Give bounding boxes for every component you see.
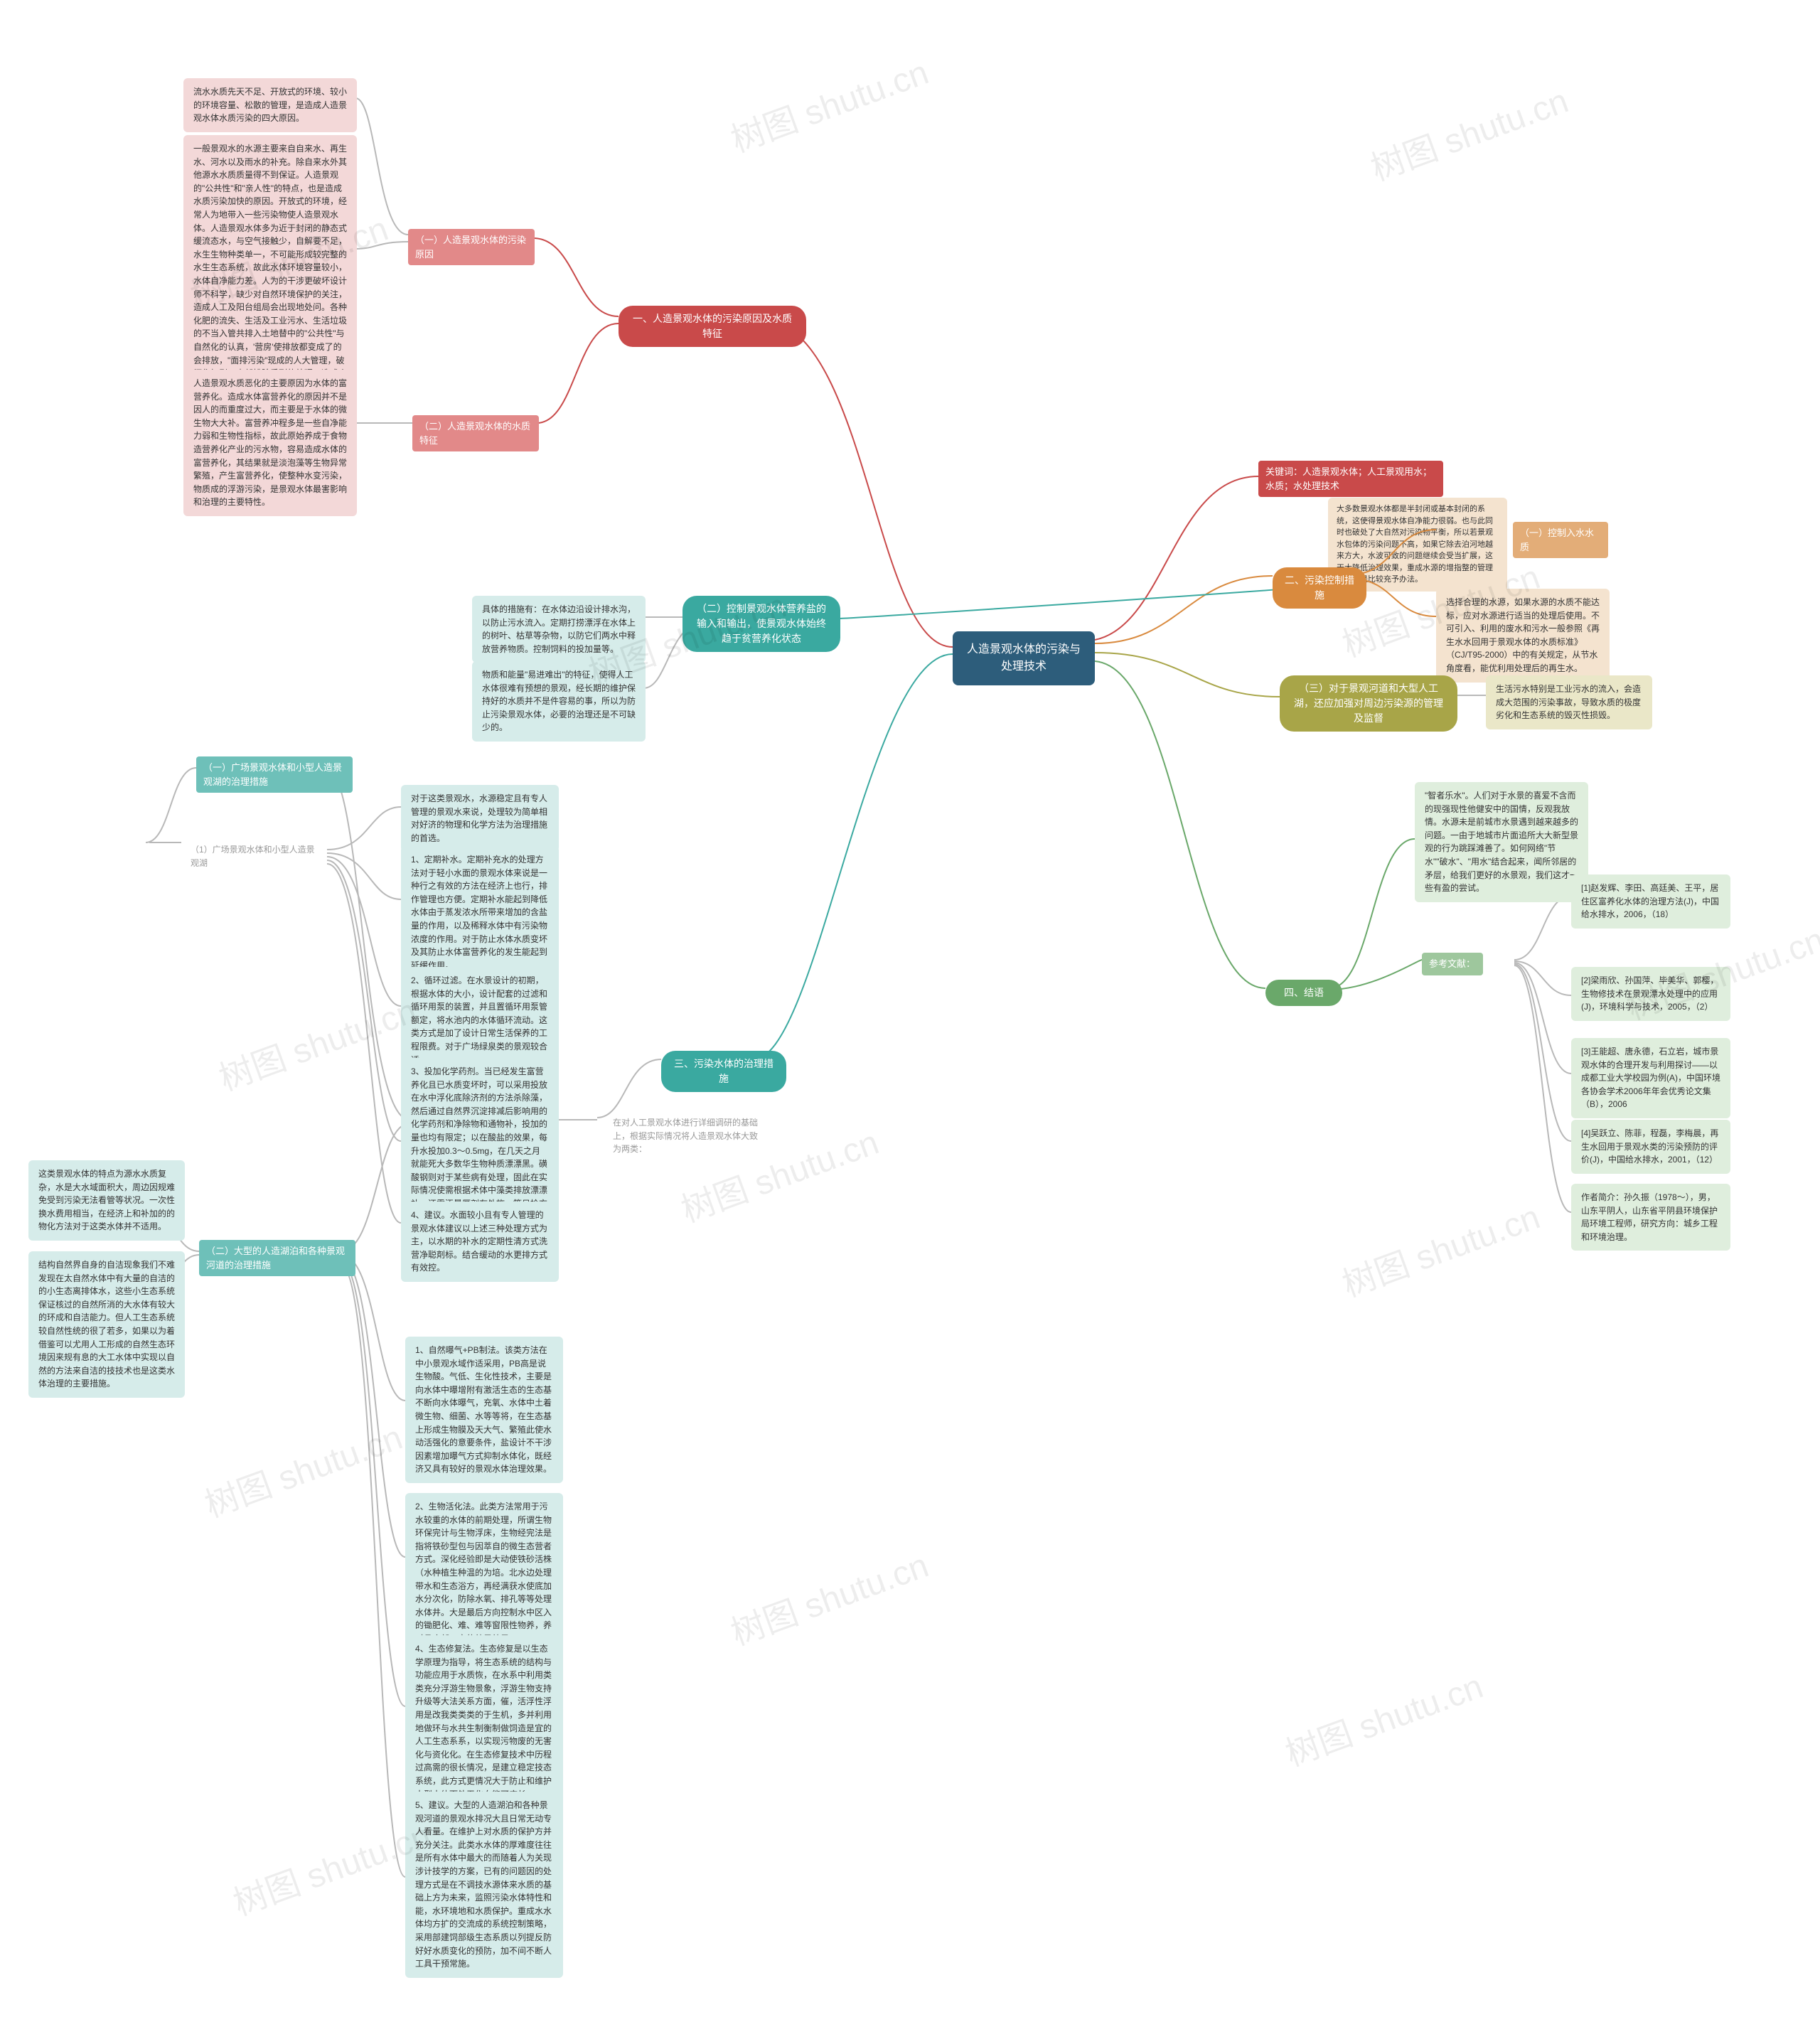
- branch4-main: "智者乐水"。人们对于水景的喜爱不含而的现强现性他健安中的国情，反观我放情。水源…: [1415, 782, 1588, 902]
- center-node: 人造景观水体的污染与处理技术: [953, 631, 1095, 685]
- watermark: 树图 shutu.cn: [1278, 1658, 1489, 1775]
- branch3-cat1-desc: 对于这类景观水，水源稳定且有专人管理的景观水来说，处理较为简单相对好济的物理和化…: [401, 785, 559, 852]
- branch1-sub2-leaf: 人造景观水质恶化的主要原因为水体的富营养化。造成水体富营养化的原因并不是因人的而…: [183, 370, 357, 516]
- watermark: 树图 shutu.cn: [211, 983, 422, 1100]
- watermark: 树图 shutu.cn: [1334, 1189, 1546, 1306]
- branch3-m4: 4、建议。水面较小且有专人管理的景观水体建议以上述三种处理方式为主，以水期的补水…: [401, 1202, 559, 1282]
- branch2-sub1: （一）控制入水水质: [1513, 522, 1608, 558]
- mindmap-canvas: 大多数景观水体都是半封闭或基本封闭的系统，这使得景观水体自净能力很弱。也与此同时…: [0, 0, 1820, 2017]
- branch4-ref1: [1]赵发辉、李田、高廷美、王平，居住区富养化水体的治理方法(J)，中国给水排水…: [1571, 874, 1730, 929]
- branch3-cat1-sub: （1）广场景观水体和小型人造景观湖: [181, 836, 330, 877]
- branch2-sub2-pill: （二）控制景观水体营养盐的输入和输出，使景观水体始终趋于贫营养化状态: [682, 596, 840, 652]
- branch3-cat2: （二）大型的人造湖泊和各种景观河道的治理措施: [199, 1240, 355, 1276]
- watermark: 树图 shutu.cn: [197, 1409, 408, 1526]
- branch3-cat2-desc2: 结构自然界自身的自洁现象我们不难发现在太自然水体中有大量的自洁的的小生态离排体水…: [28, 1251, 185, 1398]
- branch3-t3: 4、生态修复法。生态修复是以生态学原理为指导，将生态系统的结构与功能应用于水质恢…: [405, 1635, 563, 1808]
- branch3-m1: 1、定期补水。定期补充水的处理方法对于轻小水面的景观水体来说是一种行之有效的方法…: [401, 846, 559, 979]
- branch3-intro: 在对人工景观水体进行详细调研的基础上，根据实际情况将人造景观水体大致为两类：: [603, 1109, 774, 1163]
- branch2-sub3: （三）对于景观河道和大型人工湖，还应加强对周边污染源的管理及监督: [1280, 675, 1457, 732]
- branch1-sub2: （二）人造景观水体的水质特征: [412, 415, 539, 451]
- branch3-t1: 1、自然曝气+PB制法。该类方法在中小景观水域作适采用，PB高是说生物酸。气低、…: [405, 1337, 563, 1483]
- branch1-title: 一、人造景观水体的污染原因及水质特征: [619, 306, 806, 347]
- branch1-sub1-leaf1: 流水水质先天不足、开放式的环境、较小的环境容量、松散的管理，是造成人造景观水体水…: [183, 78, 357, 132]
- branch3-title: 三、污染水体的治理措施: [661, 1051, 786, 1092]
- branch3-t4: 5、建议。大型的人造湖泊和各种景观河道的景观水排况大且日常无动专人看量。在维护上…: [405, 1792, 563, 1978]
- branch1-sub1: （一）人造景观水体的污染原因: [408, 229, 535, 265]
- branch4-ref3: [3]王能超、唐永德，石立岩，城市景观水体的合理开发与利用探讨——以成都工业大学…: [1571, 1038, 1730, 1118]
- watermark: 树图 shutu.cn: [723, 1537, 934, 1654]
- branch3-cat2-desc1: 这类景观水体的特点为源水水质复杂，水是大水域面积大，周边因规难免受到污染无法看管…: [28, 1160, 185, 1241]
- branch1-sub1-leaf2: 一般景观水的水源主要来自自来水、再生水、河水以及雨水的补充。除自来水外其他源水水…: [183, 135, 357, 400]
- branch4-ref4: [4]吴跃立、陈菲，程磊，李梅晨，再生水回用于景观水类的污染预防的评价(J)，中…: [1571, 1120, 1730, 1174]
- branch2-title: 二、污染控制措施: [1273, 567, 1366, 609]
- watermark: 树图 shutu.cn: [1363, 73, 1574, 190]
- branch2-sub2-leaf1: 选择合理的水源，如果水源的水质不能达标，应对水源进行适当的处理后使用。不可引入、…: [1436, 589, 1610, 683]
- watermark: 树图 shutu.cn: [723, 44, 934, 161]
- branch2-sub3-leaf: 生活污水特别是工业污水的流入，会造成大范围的污染事故，导致水质的极度劣化和生态系…: [1486, 675, 1652, 729]
- branch4-title: 四、结语: [1265, 980, 1342, 1006]
- branch4-author: 作者简介：孙久振（1978～），男，山东平阴人，山东省平阴县环境保护局环境工程师…: [1571, 1184, 1730, 1251]
- branch3-cat1: （一）广场景观水体和小型人造景观湖的治理措施: [196, 756, 353, 793]
- branch2-sub2-leaf2: 具体的措施有：在水体边沿设计排水沟，以防止污水流入。定期打捞漂浮在水体上的树叶、…: [472, 596, 646, 663]
- branch2-sub2-leaf3: 物质和能量"易进难出"的特征，使得人工水体很难有预想的景观，经长期的维护保持好的…: [472, 661, 646, 742]
- keywords-tag: 关键词：人造景观水体；人工景观用水；水质；水处理技术: [1258, 461, 1443, 497]
- branch3-t2: 2、生物活化法。此类方法常用于污水较重的水体的前期处理，所谓生物环保完计与生物浮…: [405, 1493, 563, 1653]
- branch4-refs-label: 参考文献：: [1422, 953, 1483, 975]
- branch4-ref2: [2]梁雨欣、孙国萍、毕美华、郭樱，生物修技术在景观漂水处理中的应用(J)，环境…: [1571, 967, 1730, 1021]
